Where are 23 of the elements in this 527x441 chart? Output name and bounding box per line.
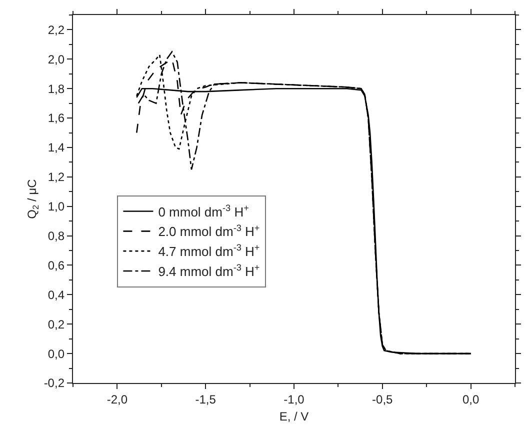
y-tick-label: -0,2 xyxy=(44,376,65,390)
x-axis-title: E, / V xyxy=(279,409,309,424)
x-tick-label: -1,0 xyxy=(284,392,305,406)
y-tick-label: 0,8 xyxy=(48,229,65,243)
y-tick-label: 1,6 xyxy=(48,111,65,126)
y-tick-label: 1,8 xyxy=(48,82,65,96)
x-tick-label: -2,0 xyxy=(106,392,128,406)
x-tick-label: -0,5 xyxy=(372,392,394,406)
y-tick-label: 1,2 xyxy=(48,170,65,184)
legend-label: 0 mmol dm$^{-3}$ H$^{+}$ xyxy=(158,202,249,220)
y-tick-label: 1,4 xyxy=(48,140,65,155)
y-tick-label: 2,2 xyxy=(48,22,65,37)
legend-label: 4.7 mmol dm$^{-3}$ H$^{+}$ xyxy=(158,242,260,260)
x-tick-label: -1,5 xyxy=(195,392,216,406)
x-tick-label: 0,0 xyxy=(462,392,480,406)
y-tick-label: 1,0 xyxy=(48,200,65,214)
y-tick-label: 2,0 xyxy=(48,52,65,66)
y-tick-label: 0,6 xyxy=(48,258,65,272)
y-tick-label: 0,2 xyxy=(48,317,65,332)
y-tick-label: 0,0 xyxy=(48,346,65,361)
legend-label: 2.0 mmol dm$^{-3}$ H$^{+}$ xyxy=(158,222,260,240)
y-tick-label: 0,4 xyxy=(48,288,65,302)
legend-label: 9.4 mmol dm$^{-3}$ H$^{+}$ xyxy=(158,262,260,280)
